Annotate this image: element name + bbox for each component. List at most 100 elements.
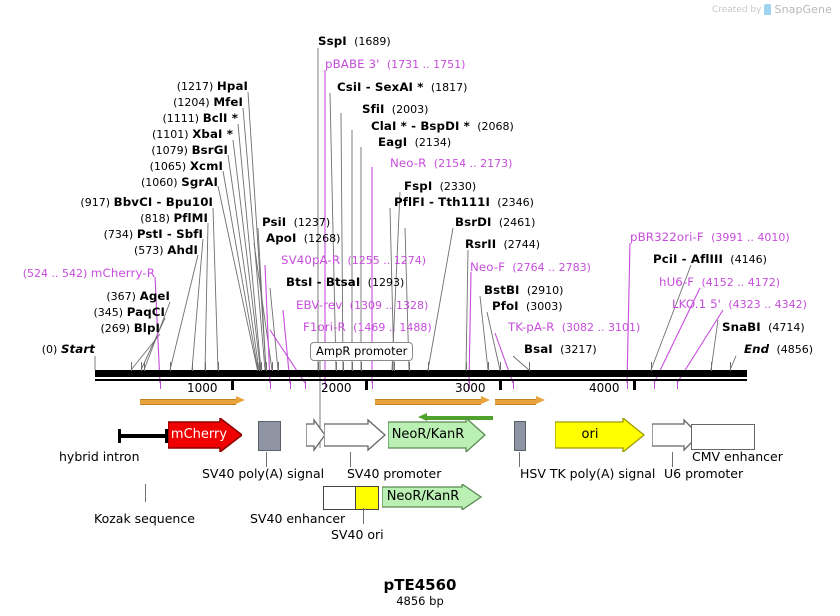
enzyme-label[interactable]: PflFI - Tth111I (2346) <box>394 196 534 209</box>
enzyme-name: BlpI <box>133 321 160 335</box>
ampr-promoter-text: AmpR promoter <box>316 344 408 358</box>
cut-tick <box>488 362 489 371</box>
feature-ori[interactable]: ori <box>554 416 646 454</box>
feature-mcherry[interactable]: mCherry <box>167 416 244 454</box>
enzyme-label[interactable]: (818) PflMI <box>10 212 208 225</box>
cut-tick <box>205 362 206 371</box>
primer-label[interactable]: pBR322ori-F (3991 .. 4010) <box>630 231 790 244</box>
enzyme-position: (3217) <box>560 343 597 356</box>
watermark-prefix: Created by <box>711 4 762 15</box>
enzyme-name: RsrII <box>465 237 497 251</box>
enzyme-name: BclI * <box>202 111 238 125</box>
ruler-tick <box>633 379 636 390</box>
enzyme-label[interactable]: (573) AhdI <box>10 244 198 257</box>
enzyme-label[interactable]: (917) BbvCI - Bpu10I <box>10 196 213 209</box>
primer-label[interactable]: Neo-R (2154 .. 2173) <box>390 157 512 170</box>
enzyme-label[interactable]: CsiI - SexAI * (1817) <box>337 81 467 94</box>
enzyme-label[interactable]: PsiI (1237) <box>262 216 330 229</box>
enzyme-position: (2134) <box>414 136 452 149</box>
feature-connector-tick <box>350 452 351 467</box>
enzyme-label[interactable]: (1060) SgrAI <box>20 176 218 189</box>
enzyme-label[interactable]: (345) PaqCI <box>10 306 165 319</box>
enzyme-label[interactable]: SfiI (2003) <box>362 103 428 116</box>
enzyme-position: (1079) <box>151 144 188 157</box>
feature-connector-tick <box>145 484 146 502</box>
cut-tick <box>394 362 395 371</box>
primer-label[interactable]: Neo-F (2764 .. 2783) <box>470 261 591 274</box>
enzyme-label[interactable]: (1065) XcmI <box>20 160 223 173</box>
cut-tick <box>257 362 258 371</box>
feature-sv40-enhancer[interactable] <box>323 486 357 510</box>
primer-position: (1309 .. 1328) <box>349 299 429 312</box>
enzyme-label[interactable]: (1204) MfeI <box>20 96 243 109</box>
sequence-ruler-bar[interactable] <box>95 370 747 377</box>
feature-sv40-promoter-small[interactable] <box>305 418 326 452</box>
orf-arrow-reverse <box>418 413 493 422</box>
primer-label[interactable]: SV40pA-R (1255 .. 1274) <box>281 254 426 267</box>
primer-label[interactable]: EBV-rev (1309 .. 1328) <box>296 299 428 312</box>
primer-position: (1255 .. 1274) <box>347 254 426 267</box>
enzyme-position: (1293) <box>367 276 405 289</box>
primer-label[interactable]: hU6-F (4152 .. 4172) <box>659 276 780 289</box>
feature-label-sv40-ori: SV40 ori <box>331 527 384 542</box>
primer-tick <box>513 381 514 389</box>
primer-tick <box>627 381 628 389</box>
enzyme-label[interactable]: PciI - AflIII (4146) <box>653 253 767 266</box>
enzyme-label[interactable]: RsrII (2744) <box>465 238 540 251</box>
feature-label-mcherry: mCherry <box>170 427 228 442</box>
enzyme-label[interactable]: SspI (1689) <box>318 35 391 48</box>
primer-tick <box>270 381 271 389</box>
feature-neor-kanr-2[interactable]: NeoR/KanR <box>381 482 483 512</box>
feature-label-hsv-tk-polya: HSV TK poly(A) signal <box>520 466 656 481</box>
primer-name: Neo-F <box>470 260 506 274</box>
enzyme-label[interactable]: BsaI (3217) <box>524 343 597 356</box>
enzyme-name: PciI - AflIII <box>653 252 723 266</box>
enzyme-name: HpaI <box>216 79 248 93</box>
enzyme-label[interactable]: FspI (2330) <box>404 180 476 193</box>
feature-label-u6-promoter: U6 promoter <box>664 466 744 481</box>
enzyme-position: (573) <box>133 244 164 257</box>
enzyme-label[interactable]: BsrDI (2461) <box>455 216 535 229</box>
enzyme-name: PaqCI <box>126 305 165 319</box>
enzyme-label[interactable]: (269) BlpI <box>10 322 160 335</box>
primer-tick <box>469 381 470 389</box>
enzyme-name: BsrDI <box>455 215 492 229</box>
enzyme-label[interactable]: EagI (2134) <box>378 136 451 149</box>
start-position: (0) <box>41 343 58 356</box>
feature-sv40-promoter[interactable] <box>323 418 386 452</box>
enzyme-label[interactable]: SnaBI (4714) <box>722 321 805 334</box>
ampr-promoter-label-box[interactable]: AmpR promoter <box>310 342 414 361</box>
feature-cmv-enhancer[interactable] <box>691 424 755 450</box>
enzyme-label[interactable]: BstBI (2910) <box>484 284 563 297</box>
enzyme-label[interactable]: (1079) BsrGI <box>20 144 228 157</box>
enzyme-label[interactable]: (1217) HpaI <box>20 80 248 93</box>
primer-label[interactable]: LKO.1 5' (4323 .. 4342) <box>672 298 807 311</box>
primer-label[interactable]: (524 .. 542) mCherry-R <box>0 267 155 280</box>
enzyme-label[interactable]: (367) AgeI <box>10 290 170 303</box>
enzyme-name: SfiI <box>362 102 385 116</box>
cut-tick <box>466 362 467 371</box>
primer-name: mCherry-R <box>90 266 155 280</box>
cut-tick <box>392 362 393 371</box>
enzyme-label[interactable]: (1111) BclI * <box>20 112 238 125</box>
enzyme-label[interactable]: BtsI - BtsaI (1293) <box>286 276 404 289</box>
enzyme-label[interactable]: (1101) XbaI * <box>20 128 233 141</box>
enzyme-label[interactable]: ApoI (1268) <box>266 232 340 245</box>
ruler-tick <box>365 379 368 390</box>
primer-label[interactable]: pBABE 3' (1731 .. 1751) <box>325 58 465 71</box>
feature-neor-kanr[interactable]: NeoR/KanR <box>387 416 486 454</box>
snapgene-logo-icon <box>764 4 772 15</box>
enzyme-name: PstI - SbfI <box>136 227 203 241</box>
enzyme-label[interactable]: (734) PstI - SbfI <box>10 228 203 241</box>
feature-hybrid-intron[interactable] <box>118 429 168 443</box>
primer-label[interactable]: TK-pA-R (3082 .. 3101) <box>508 321 640 334</box>
enzyme-label[interactable]: PfoI (3003) <box>492 300 563 313</box>
cut-tick <box>170 362 171 371</box>
enzyme-label[interactable]: ClaI * - BspDI * (2068) <box>371 120 514 133</box>
feature-sv40-polya-signal[interactable] <box>258 421 281 451</box>
primer-name: pBR322ori-F <box>630 230 704 244</box>
primer-label[interactable]: F1ori-R (1469 .. 1488) <box>303 321 432 334</box>
feature-sv40-ori[interactable] <box>355 486 379 510</box>
feature-hsv-tk-polya-signal[interactable] <box>514 421 526 451</box>
enzyme-name: AhdI <box>167 243 198 257</box>
